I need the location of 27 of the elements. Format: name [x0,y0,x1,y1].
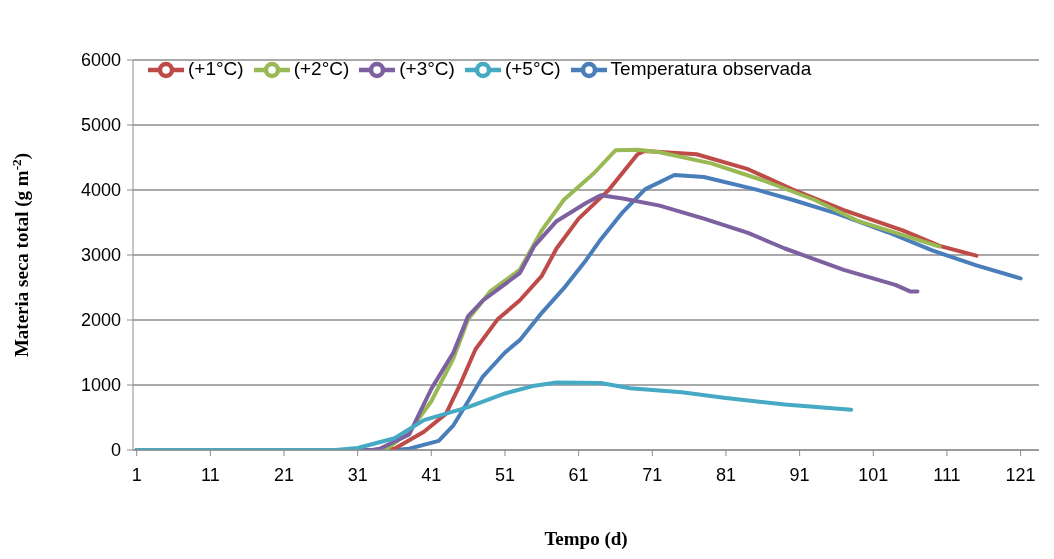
legend-label: Temperatura observada [610,58,812,80]
y-tick-label: 0 [110,440,121,461]
x-tick-label: 71 [642,464,663,485]
x-tick-label: 1 [131,464,142,485]
x-axis-title: Tempo (d) [544,528,628,550]
x-tick-label: 101 [858,464,889,485]
x-tick-label: 81 [715,464,736,485]
y-tick-label: 2000 [80,310,121,331]
y-tick-label: 3000 [80,245,121,266]
legend-label: (+5°C) [504,58,561,80]
x-tick-label: 21 [273,464,295,485]
legend-label: (+3°C) [399,58,455,80]
x-tick-label: 91 [789,464,810,485]
x-tick-label: 121 [1005,464,1036,485]
y-tick-label: 5000 [80,115,121,136]
x-tick-label: 41 [421,464,442,485]
legend-label: (+1°C) [188,58,244,80]
line-series [134,380,854,450]
x-tick-label: 111 [933,464,961,485]
x-tick-label: 11 [201,464,220,485]
y-tick-label: 1000 [80,375,121,396]
y-tick-label: 6000 [80,50,121,71]
legend-label: (+2°C) [293,58,350,80]
y-tick-label: 4000 [80,180,121,201]
x-tick-label: 31 [347,464,368,485]
x-tick-label: 61 [568,464,589,485]
x-tick-label: 51 [494,464,515,485]
